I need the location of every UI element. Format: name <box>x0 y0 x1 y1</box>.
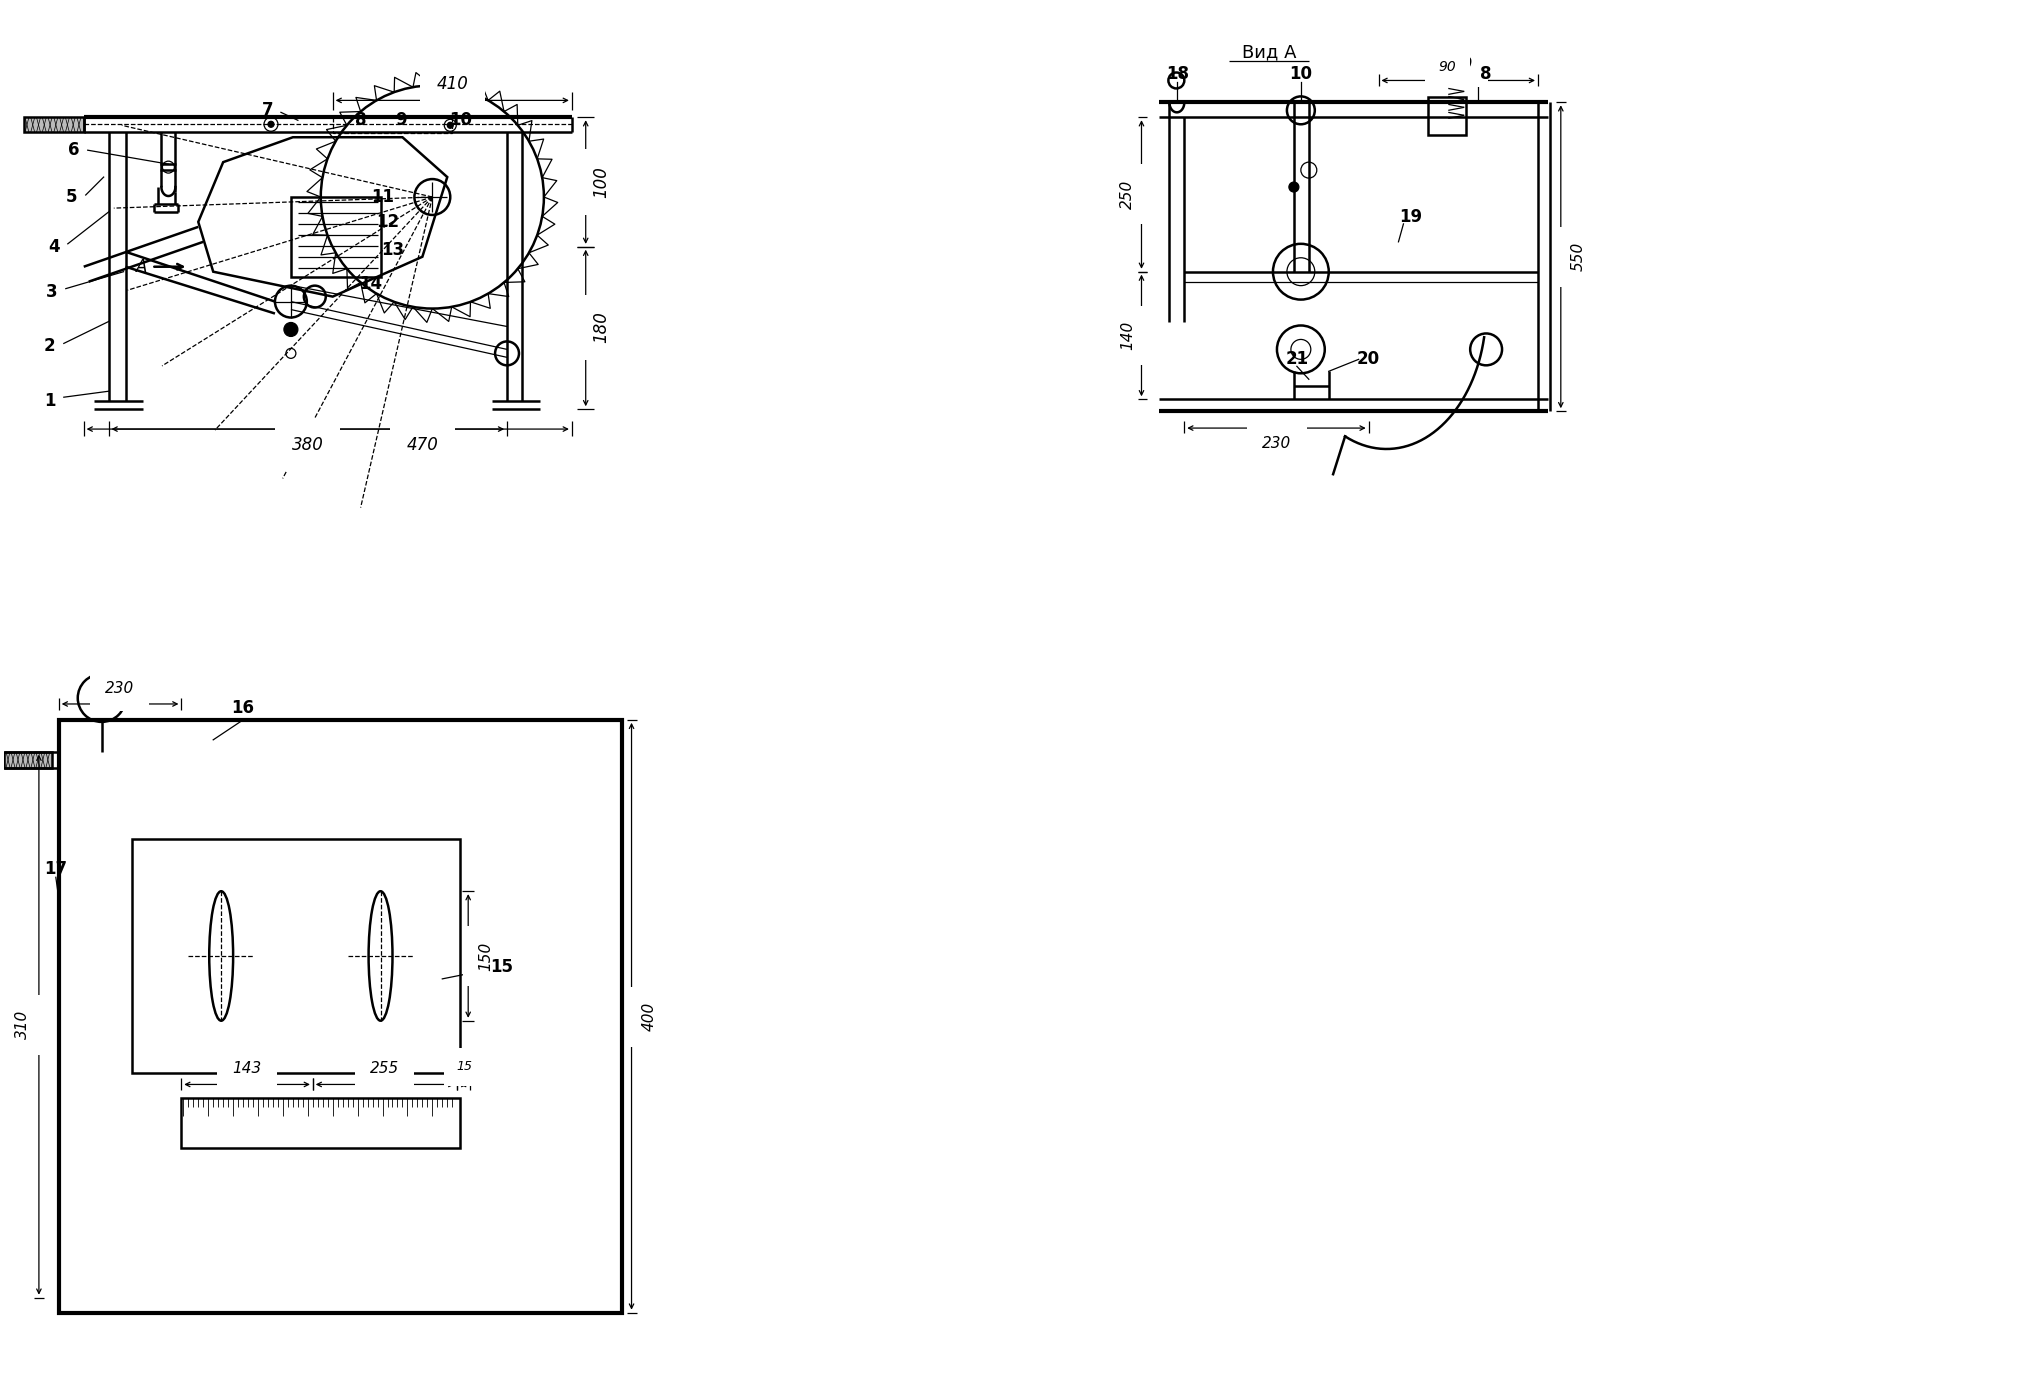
Text: 11: 11 <box>371 188 394 206</box>
Text: 8: 8 <box>355 112 365 130</box>
Bar <box>132 839 461 1073</box>
Text: 8: 8 <box>1480 66 1492 84</box>
Text: 17: 17 <box>45 860 67 878</box>
Text: 5: 5 <box>67 188 77 206</box>
Text: 1: 1 <box>45 392 55 410</box>
Bar <box>290 197 380 276</box>
Bar <box>1427 98 1466 135</box>
Circle shape <box>284 322 298 336</box>
Circle shape <box>447 123 453 128</box>
Text: 16: 16 <box>231 698 254 717</box>
Bar <box>333 117 453 134</box>
Text: 230: 230 <box>1263 435 1291 450</box>
Text: 550: 550 <box>1569 243 1585 272</box>
Text: 230: 230 <box>106 680 134 696</box>
Text: 380: 380 <box>292 436 323 454</box>
Text: Вид A: Вид A <box>1240 43 1295 61</box>
Circle shape <box>1289 183 1299 192</box>
Text: 380: 380 <box>292 436 323 454</box>
Bar <box>181 1098 461 1149</box>
Text: 10: 10 <box>1289 66 1311 84</box>
Text: 143: 143 <box>231 1061 262 1076</box>
Text: 410: 410 <box>436 75 469 93</box>
Text: 7: 7 <box>262 102 274 120</box>
Text: 19: 19 <box>1399 208 1421 226</box>
Text: 310: 310 <box>14 1011 30 1040</box>
Text: 14: 14 <box>359 275 382 293</box>
Text: 10: 10 <box>449 112 471 130</box>
Text: 15: 15 <box>457 1059 471 1073</box>
Text: 18: 18 <box>1165 66 1188 84</box>
Circle shape <box>268 121 274 127</box>
Text: 6: 6 <box>67 141 79 159</box>
Text: 2: 2 <box>45 337 55 355</box>
Text: 15: 15 <box>491 958 514 976</box>
Text: 90: 90 <box>1437 60 1456 74</box>
Bar <box>24 117 83 132</box>
Text: 20: 20 <box>1356 350 1380 368</box>
Text: 21: 21 <box>1285 350 1307 368</box>
Text: 12: 12 <box>376 213 398 231</box>
Text: 180: 180 <box>593 311 611 343</box>
Text: 150: 150 <box>1443 57 1472 72</box>
Text: 3: 3 <box>47 283 57 301</box>
Text: 255: 255 <box>369 1061 400 1076</box>
Bar <box>59 719 621 1313</box>
Text: 400: 400 <box>641 1002 656 1032</box>
Text: 4: 4 <box>49 238 59 256</box>
Text: 140: 140 <box>1119 321 1135 350</box>
Text: 100: 100 <box>593 166 611 198</box>
Text: A: A <box>136 258 146 276</box>
Text: 150: 150 <box>479 941 493 970</box>
Text: 470: 470 <box>406 436 438 454</box>
Text: 9: 9 <box>394 112 406 130</box>
Text: 13: 13 <box>382 241 404 259</box>
Text: 250: 250 <box>1119 180 1135 209</box>
Bar <box>4 751 53 768</box>
